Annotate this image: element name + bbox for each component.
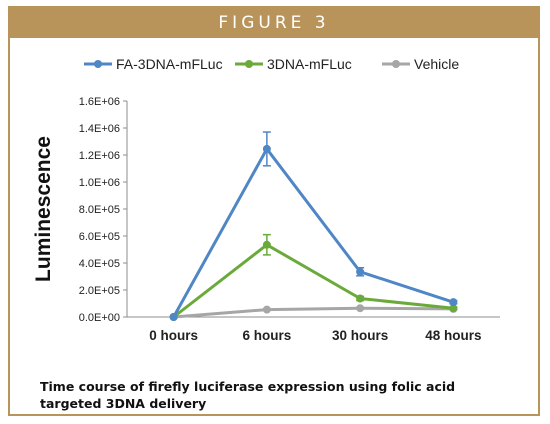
y-tick-label: 1.2E+06 [79, 150, 120, 162]
x-tick-label: 30 hours [332, 328, 388, 343]
y-tick-label: 2.0E+05 [79, 285, 120, 297]
legend-swatch-marker [245, 60, 253, 68]
y-tick-label: 6.0E+05 [79, 231, 120, 243]
legend-entry: 3DNA-mFLuc [267, 56, 352, 72]
data-point [449, 304, 458, 313]
y-tick-label: 1.4E+06 [79, 123, 120, 135]
series-line [173, 306, 454, 319]
x-tick-label: 0 hours [149, 328, 198, 343]
y-tick-label: 1.0E+06 [79, 177, 120, 189]
legend-swatch-marker [94, 60, 102, 68]
series-line [172, 147, 454, 318]
data-point [449, 298, 458, 307]
data-point [356, 267, 365, 276]
data-point [169, 313, 178, 321]
x-tick-label: 48 hours [425, 328, 481, 343]
x-tick-label: 6 hours [242, 328, 291, 343]
legend-entry: FA-3DNA-mFLuc [116, 56, 223, 72]
data-point [262, 144, 271, 153]
figure-caption: Time course of firefly luciferase expres… [40, 379, 456, 411]
legend-entry: Vehicle [414, 56, 459, 72]
figure-frame: FIGURE 3 Time course of firefly lucifera… [8, 6, 540, 416]
y-tick-label: 4.0E+05 [79, 258, 120, 270]
y-axis-title: Luminescence [32, 136, 55, 282]
figure-banner: FIGURE 3 [10, 8, 538, 38]
data-point [356, 304, 365, 313]
legend-swatch-marker [392, 60, 400, 68]
series-line [172, 243, 454, 319]
y-tick-label: 1.6E+06 [79, 96, 120, 108]
data-point [262, 240, 271, 249]
data-point [356, 294, 365, 303]
y-tick-label: 0.0E+00 [79, 312, 120, 324]
data-point [262, 305, 271, 314]
y-tick-label: 8.0E+05 [79, 204, 120, 216]
